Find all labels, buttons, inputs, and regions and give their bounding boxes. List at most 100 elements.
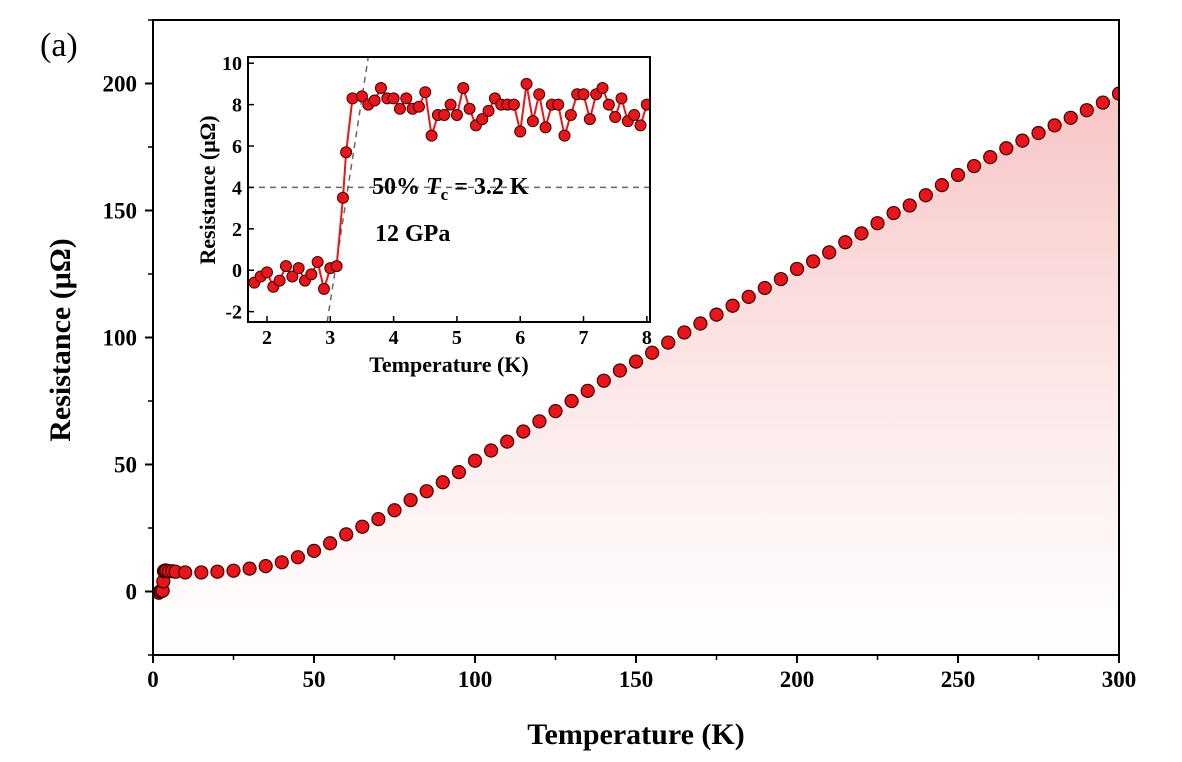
inset-data-point xyxy=(526,115,539,128)
inset-data-point xyxy=(482,104,495,117)
main-x-tick-label: 0 xyxy=(147,667,159,692)
inset-x-axis-title: Temperature (K) xyxy=(369,352,528,377)
main-data-point xyxy=(1063,110,1078,125)
main-data-point xyxy=(628,354,644,369)
inset-data-point xyxy=(317,282,330,295)
inset-x-tick-label: 7 xyxy=(579,327,589,349)
inset-data-point xyxy=(393,102,406,115)
main-data-point xyxy=(419,484,434,499)
inset-y-tick-label: 0 xyxy=(232,260,242,282)
main-y-tick-label: 50 xyxy=(114,453,137,478)
tc-annotation-prefix: 50% xyxy=(372,174,426,200)
inset-y-tick-label: 6 xyxy=(232,136,242,158)
inset-data-point xyxy=(330,260,343,273)
inset-data-point xyxy=(640,98,650,111)
tc-annotation-subscript: c xyxy=(441,185,449,204)
inset-y-tick-label: 4 xyxy=(232,177,242,199)
main-data-point xyxy=(757,280,772,296)
main-x-tick-label: 300 xyxy=(1102,667,1137,692)
main-data-point xyxy=(822,245,837,260)
inset-y-tick-label: 2 xyxy=(232,219,242,241)
inset-data-point xyxy=(292,262,305,275)
main-data-point xyxy=(516,424,531,439)
main-x-tick-label: 50 xyxy=(303,667,326,692)
inset-data-point xyxy=(286,270,299,283)
main-x-axis-title: Temperature (K) xyxy=(527,718,744,751)
inset-ticks: 2 3 4 5 6 7 8 -2 0 2 4 6 8 10 xyxy=(222,53,652,349)
main-y-axis-title: Resistance (μΩ) xyxy=(44,238,77,441)
pressure-annotation: 12 GPa xyxy=(375,221,450,247)
main-data-point xyxy=(596,373,611,388)
main-data-point xyxy=(548,404,563,419)
inset-data-point xyxy=(558,129,571,142)
main-data-point xyxy=(870,216,885,231)
main-data-point xyxy=(773,271,789,287)
main-data-point xyxy=(1047,118,1062,133)
main-points xyxy=(153,86,1119,600)
inset-x-tick-label: 6 xyxy=(515,327,525,349)
inset-data-point xyxy=(596,82,609,95)
main-data-point xyxy=(693,316,708,331)
main-data-point xyxy=(677,325,692,340)
inset-data-point xyxy=(260,266,273,279)
inset-data-point xyxy=(273,274,286,287)
inset-plot-frame xyxy=(247,56,651,323)
main-data-point xyxy=(741,289,756,304)
inset-y-tick-label: 8 xyxy=(232,95,242,117)
main-x-tick-label: 100 xyxy=(458,667,493,692)
main-data-point xyxy=(661,335,676,350)
inset-data-point xyxy=(425,129,438,142)
main-data-point xyxy=(999,141,1014,156)
inset-data-point xyxy=(419,86,432,99)
inset-data-point xyxy=(438,108,451,121)
main-data-point xyxy=(242,561,257,576)
inset-data-point xyxy=(412,100,425,113)
main-data-point xyxy=(339,527,354,542)
main-data-point xyxy=(644,345,660,360)
main-y-tick-label: 200 xyxy=(103,72,138,97)
main-data-point xyxy=(371,512,386,527)
panel-label: (a) xyxy=(40,27,78,64)
main-y-tick-label: 0 xyxy=(126,580,138,605)
main-data-point xyxy=(854,226,869,241)
inset-data-point xyxy=(533,88,546,101)
main-data-point xyxy=(1015,133,1030,148)
inset-data-point xyxy=(355,90,368,103)
main-data-point xyxy=(403,492,418,508)
main-data-point xyxy=(500,434,515,449)
inset-x-tick-label: 2 xyxy=(262,327,272,349)
inset-y-tick-label: 10 xyxy=(222,53,242,75)
main-data-point xyxy=(178,565,193,580)
main-data-point xyxy=(838,235,853,250)
main-y-tick-label: 100 xyxy=(103,326,138,351)
inset-data-point xyxy=(514,125,527,138)
tc-annotation: 50% Tc = 3.2 K xyxy=(372,174,529,204)
inset-data-point xyxy=(457,82,470,95)
main-data-point xyxy=(306,543,322,558)
inset-x-tick-label: 5 xyxy=(452,327,462,349)
inset-data-point xyxy=(628,108,641,121)
main-data-point xyxy=(258,558,273,574)
main-data-point xyxy=(323,536,338,551)
inset-data-point xyxy=(387,92,400,105)
main-x-tick-label: 250 xyxy=(941,667,976,692)
inset-x-tick-label: 8 xyxy=(642,327,652,349)
main-data-point xyxy=(580,383,595,398)
inset-data-point xyxy=(450,108,463,121)
main-data-point xyxy=(435,475,450,490)
main-data-point xyxy=(290,550,305,565)
inset-data-point xyxy=(340,146,353,159)
inset-data-point xyxy=(476,113,489,126)
main-data-point xyxy=(387,503,402,518)
inset-data-point xyxy=(444,98,457,111)
inset-data-point xyxy=(368,94,381,107)
main-data-point xyxy=(1031,125,1046,141)
main-data-point xyxy=(451,465,466,480)
main-data-point xyxy=(950,167,966,183)
main-data-point xyxy=(194,565,209,580)
inset-data-point xyxy=(279,260,292,273)
main-data-point xyxy=(805,254,821,269)
inset-data-point xyxy=(539,121,552,134)
